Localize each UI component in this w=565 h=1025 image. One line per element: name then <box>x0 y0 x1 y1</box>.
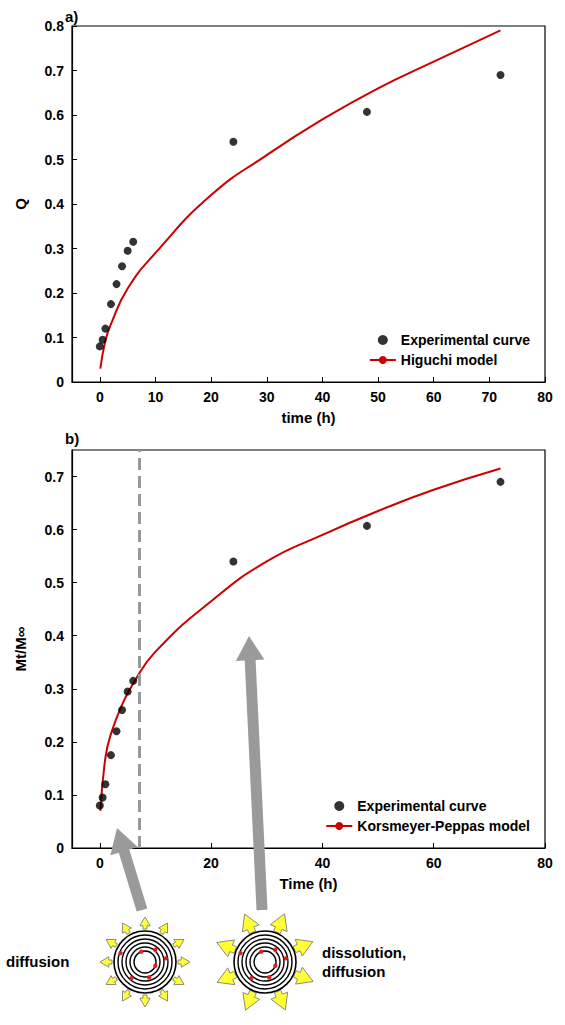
svg-text:20: 20 <box>203 389 219 405</box>
svg-text:0.6: 0.6 <box>45 522 65 538</box>
svg-text:40: 40 <box>315 389 331 405</box>
svg-text:diffusion: diffusion <box>6 953 69 970</box>
svg-text:0.1: 0.1 <box>45 787 65 803</box>
svg-text:0.7: 0.7 <box>45 469 65 485</box>
svg-text:60: 60 <box>426 855 442 871</box>
svg-text:0.4: 0.4 <box>45 196 65 212</box>
svg-text:60: 60 <box>426 389 442 405</box>
svg-text:0: 0 <box>56 840 64 856</box>
svg-text:40: 40 <box>315 855 331 871</box>
svg-text:dissolution,: dissolution, <box>322 944 406 961</box>
svg-text:0.7: 0.7 <box>45 63 65 79</box>
svg-text:80: 80 <box>537 855 553 871</box>
svg-text:0.8: 0.8 <box>45 18 65 34</box>
svg-text:30: 30 <box>259 389 275 405</box>
svg-text:0.3: 0.3 <box>45 681 65 697</box>
svg-text:70: 70 <box>482 389 498 405</box>
svg-text:0.2: 0.2 <box>45 734 65 750</box>
svg-text:diffusion: diffusion <box>322 963 385 980</box>
svg-text:20: 20 <box>203 855 219 871</box>
svg-text:0.1: 0.1 <box>45 330 65 346</box>
svg-text:0.2: 0.2 <box>45 285 65 301</box>
svg-text:Time (h): Time (h) <box>279 875 337 892</box>
svg-text:time (h): time (h) <box>281 409 335 426</box>
svg-text:0.4: 0.4 <box>45 628 65 644</box>
svg-text:Korsmeyer-Peppas model: Korsmeyer-Peppas model <box>357 818 530 834</box>
svg-text:0.5: 0.5 <box>45 152 65 168</box>
svg-text:0.5: 0.5 <box>45 575 65 591</box>
svg-text:Experimental curve: Experimental curve <box>357 798 486 814</box>
svg-text:Higuchi model: Higuchi model <box>401 352 497 368</box>
svg-text:b): b) <box>65 430 79 447</box>
svg-text:80: 80 <box>537 389 553 405</box>
svg-text:50: 50 <box>370 389 386 405</box>
svg-text:0: 0 <box>56 374 64 390</box>
svg-text:0: 0 <box>96 389 104 405</box>
svg-text:Q: Q <box>12 198 29 210</box>
svg-text:10: 10 <box>148 389 164 405</box>
svg-text:0.3: 0.3 <box>45 241 65 257</box>
svg-text:0.6: 0.6 <box>45 107 65 123</box>
svg-text:Experimental curve: Experimental curve <box>401 332 530 348</box>
svg-text:a): a) <box>65 8 78 25</box>
svg-text:0: 0 <box>96 855 104 871</box>
svg-text:Mt/M∞: Mt/M∞ <box>12 626 29 671</box>
